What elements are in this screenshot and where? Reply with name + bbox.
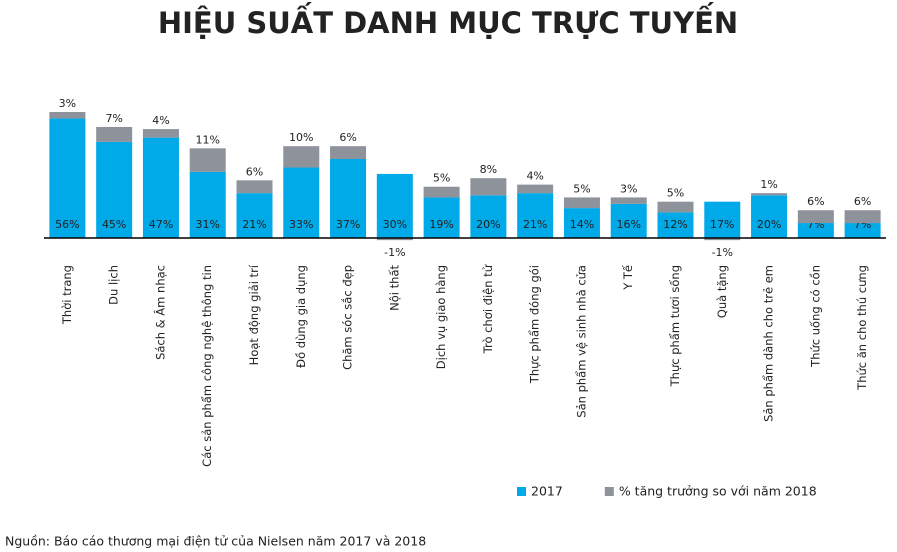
x-tick-label: Nội thất <box>387 265 401 311</box>
bar-segment <box>189 171 226 238</box>
x-tick-label: Hoạt động giải trí <box>247 264 261 365</box>
data-label: 47% <box>149 218 173 231</box>
data-label: 6% <box>246 165 263 178</box>
bar-segment <box>563 208 600 238</box>
bar-segment <box>283 146 320 168</box>
data-label: 3% <box>620 182 637 195</box>
x-tick-label: Sản phẩm dành cho trẻ em <box>762 265 776 422</box>
bar-segment <box>751 193 788 196</box>
x-tick-label: Y Tế <box>621 264 635 291</box>
data-label: 5% <box>667 187 684 200</box>
data-label: 7% <box>105 112 122 125</box>
data-label: 37% <box>336 218 360 231</box>
data-label: 5% <box>573 182 590 195</box>
data-label: 45% <box>102 218 126 231</box>
source-note: Nguồn: Báo cáo thương mại điện tử của Ni… <box>5 534 426 549</box>
bar-segment <box>797 223 834 238</box>
legend-swatch <box>517 487 526 496</box>
x-tick-label: Sách & Âm nhạc <box>152 265 167 360</box>
bar-segment <box>704 238 741 241</box>
bar-segment <box>470 178 507 196</box>
data-label: 21% <box>523 218 547 231</box>
bar-segment <box>517 184 554 194</box>
x-tick-label: Thực phẩm tươi sống <box>668 265 682 387</box>
x-tick-label: Đồ dùng gia dụng <box>294 265 308 368</box>
bar-segment <box>704 201 741 238</box>
bar-segment <box>376 173 413 238</box>
bar-segment <box>283 167 320 238</box>
data-label: 12% <box>663 218 687 231</box>
data-label: -1% <box>384 246 405 259</box>
data-label: 4% <box>152 114 169 127</box>
bar-segment <box>96 126 133 142</box>
bar-segment <box>844 223 881 238</box>
x-tick-label: Chăm sóc sắc đẹp <box>341 265 355 370</box>
data-label: 56% <box>55 218 79 231</box>
bar-segment <box>49 118 86 238</box>
data-label: 6% <box>339 131 356 144</box>
bar-segment <box>142 137 179 238</box>
x-tick-label: Thức ăn cho thú cưng <box>855 265 869 391</box>
data-label: 1% <box>760 178 777 191</box>
data-label: 17% <box>710 218 734 231</box>
data-label: 20% <box>476 218 500 231</box>
data-label: 21% <box>242 218 266 231</box>
x-tick-label: Quà tặng <box>715 265 729 318</box>
bar-segment <box>610 203 647 238</box>
x-tick-label: Thức uống có cồn <box>808 265 822 368</box>
data-label: 31% <box>195 218 219 231</box>
data-label: 19% <box>429 218 453 231</box>
data-label: 6% <box>807 195 824 208</box>
bar-segment <box>517 193 554 238</box>
bar-segment <box>844 210 881 224</box>
data-label: 8% <box>480 163 497 176</box>
data-label: 6% <box>854 195 871 208</box>
bar-segment <box>563 197 600 209</box>
bar-segment <box>96 141 133 238</box>
bar-segment <box>423 186 460 198</box>
bar-segment <box>189 148 226 172</box>
bar-segment <box>657 212 694 238</box>
bar-segment <box>423 197 460 238</box>
data-label: 5% <box>433 172 450 185</box>
data-label: 10% <box>289 131 313 144</box>
data-label: 30% <box>383 218 407 231</box>
bar-segment <box>797 210 834 224</box>
data-label: 33% <box>289 218 313 231</box>
bar-segment <box>751 195 788 238</box>
x-tick-label: Trò chơi điện tử <box>481 264 495 354</box>
bar-segment <box>657 201 694 213</box>
x-tick-label: Du lịch <box>107 265 121 305</box>
data-label: -1% <box>712 246 733 259</box>
data-label: 14% <box>570 218 594 231</box>
data-label: 11% <box>195 133 219 146</box>
bar-segment <box>470 195 507 238</box>
legend-swatch <box>604 487 614 496</box>
legend-label: 2017 <box>531 484 563 499</box>
bar-segment <box>376 238 413 241</box>
data-label: 4% <box>526 170 543 183</box>
x-tick-label: Các sản phẩm công nghệ thông tin <box>200 265 214 467</box>
legend-label: % tăng trưởng so với năm 2018 <box>619 484 817 499</box>
bar-segment <box>236 180 273 194</box>
x-tick-label: Thời trang <box>60 265 74 325</box>
data-label: 20% <box>757 218 781 231</box>
bar-segment <box>236 193 273 238</box>
bar-segment <box>49 112 86 119</box>
bar-segment <box>330 146 367 159</box>
data-label: 16% <box>616 218 640 231</box>
x-tick-label: Sản phẩm vệ sinh nhà cửa <box>574 265 588 418</box>
bar-segment <box>610 197 647 204</box>
bar-segment <box>330 158 367 238</box>
bar-segment <box>142 129 179 138</box>
x-tick-label: Thực phẩm đóng gói <box>528 265 542 384</box>
x-tick-label: Dịch vụ giao hàng <box>434 265 448 369</box>
chart-title: HIỆU SUẤT DANH MỤC TRỰC TUYẾN <box>158 2 738 40</box>
data-label: 3% <box>59 97 76 110</box>
